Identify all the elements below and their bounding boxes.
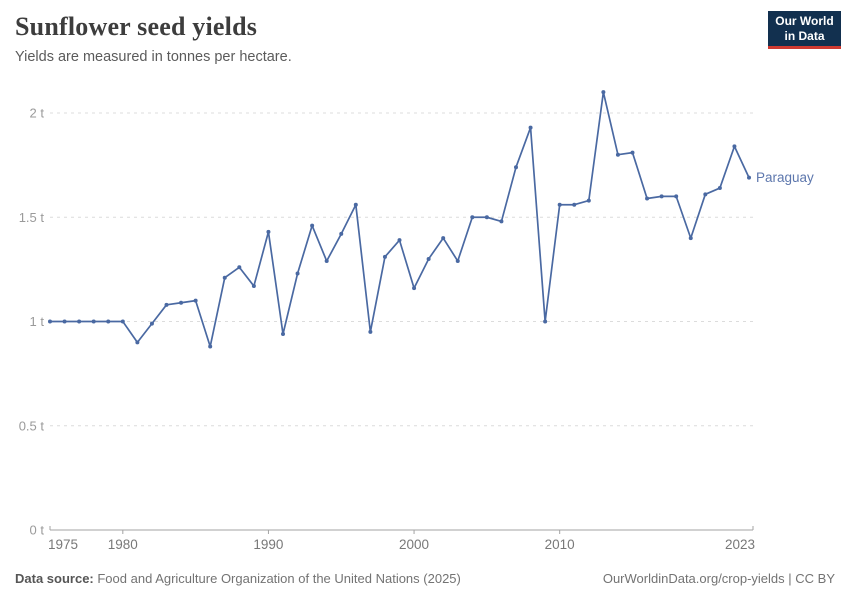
x-axis-tick-label: 2010 — [545, 537, 575, 552]
data-point[interactable] — [295, 271, 300, 276]
data-point[interactable] — [353, 202, 358, 207]
data-point[interactable] — [470, 215, 475, 220]
data-point[interactable] — [77, 319, 82, 324]
x-axis-tick-label: 1975 — [48, 537, 78, 552]
data-point[interactable] — [645, 196, 650, 201]
data-point[interactable] — [412, 286, 417, 291]
x-axis-tick-label: 1980 — [108, 537, 138, 552]
data-point[interactable] — [528, 125, 533, 130]
data-point[interactable] — [514, 165, 518, 170]
data-source-text: Food and Agriculture Organization of the… — [93, 571, 461, 586]
data-point[interactable] — [688, 236, 693, 241]
x-axis-tick-label: 1990 — [253, 537, 283, 552]
y-axis-tick-label: 1 t — [30, 314, 45, 329]
data-line-paraguay[interactable] — [49, 91, 750, 348]
data-point[interactable] — [426, 256, 431, 261]
owid-logo-line2: in Data — [784, 28, 825, 43]
data-point[interactable] — [732, 144, 737, 149]
data-point[interactable] — [630, 150, 635, 155]
data-point[interactable] — [601, 90, 606, 95]
data-point[interactable] — [397, 238, 402, 243]
data-point[interactable] — [193, 298, 198, 303]
page-title: Sunflower seed yields — [15, 12, 258, 41]
data-point[interactable] — [674, 194, 679, 199]
data-point[interactable] — [717, 186, 722, 191]
data-point[interactable] — [179, 300, 184, 305]
data-point[interactable] — [48, 319, 52, 324]
owid-logo[interactable]: Our World in Data — [768, 11, 841, 49]
chart-footer: Data source: Food and Agriculture Organi… — [15, 571, 835, 586]
data-point[interactable] — [557, 202, 562, 207]
data-point[interactable] — [484, 215, 489, 220]
data-point[interactable] — [455, 259, 460, 264]
data-point[interactable] — [339, 231, 344, 236]
data-point[interactable] — [703, 192, 708, 197]
data-point[interactable] — [382, 254, 387, 259]
line-chart[interactable]: 0 t 0.5 t 1 t 1.5 t 2 t 1975 1980 1990 2000 2010 2… — [0, 0, 850, 560]
data-point[interactable] — [659, 194, 664, 199]
chart-subtitle: Yields are measured in tonnes per hectar… — [15, 48, 292, 65]
data-point[interactable] — [164, 302, 169, 307]
data-point[interactable] — [499, 219, 504, 224]
x-axis-tick-label: 2000 — [399, 537, 429, 552]
data-point[interactable] — [281, 332, 285, 337]
data-point[interactable] — [251, 284, 256, 289]
data-point[interactable] — [586, 198, 591, 203]
data-point[interactable] — [572, 202, 577, 207]
data-source-label: Data source: — [15, 571, 94, 586]
data-point[interactable] — [543, 319, 548, 324]
data-point[interactable] — [368, 329, 373, 334]
data-point[interactable] — [135, 340, 140, 345]
data-point[interactable] — [91, 319, 96, 324]
data-point[interactable] — [266, 229, 271, 234]
y-axis-tick-label: 0 t — [30, 523, 45, 538]
x-axis-tick-label: 2023 — [725, 537, 755, 552]
data-point[interactable] — [208, 344, 213, 349]
data-point[interactable] — [310, 223, 315, 228]
owid-logo-line1: Our World — [775, 14, 834, 29]
data-source: Data source: Food and Agriculture Organi… — [15, 571, 461, 586]
y-axis-tick-label: 1.5 t — [19, 210, 45, 225]
data-point[interactable] — [222, 275, 227, 280]
data-point[interactable] — [120, 319, 125, 324]
data-point[interactable] — [237, 265, 242, 270]
data-point[interactable] — [747, 175, 751, 180]
owid-citation-link[interactable]: OurWorldinData.org/crop-yields | CC BY — [602, 571, 835, 586]
chart-header: Sunflower seed yields Yields are measure… — [15, 12, 755, 65]
data-point[interactable] — [106, 319, 111, 324]
data-point[interactable] — [149, 321, 154, 326]
data-point[interactable] — [615, 152, 620, 157]
entity-label[interactable]: Paraguay — [756, 170, 814, 185]
y-axis-tick-label: 2 t — [30, 106, 45, 121]
data-point[interactable] — [324, 259, 329, 264]
y-axis-tick-label: 0.5 t — [19, 418, 45, 433]
data-point[interactable] — [62, 319, 67, 324]
data-point[interactable] — [441, 236, 446, 241]
